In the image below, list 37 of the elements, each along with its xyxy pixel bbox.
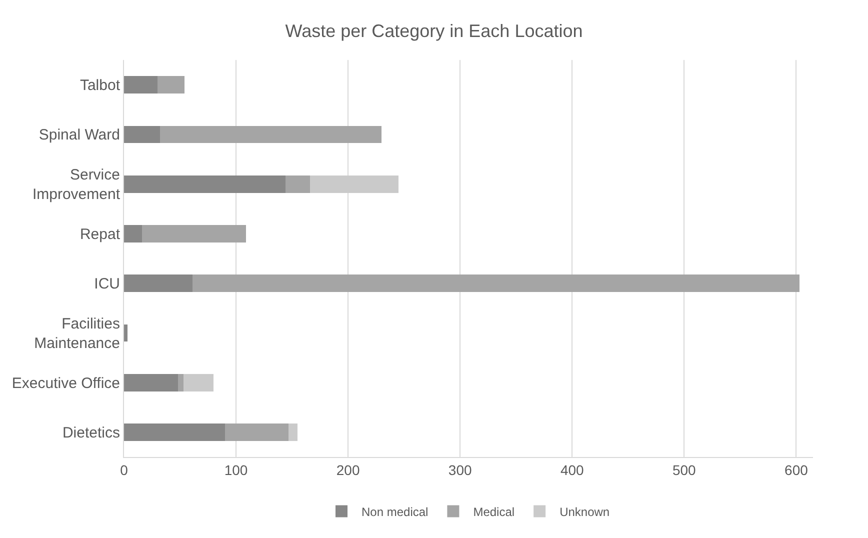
bar (310, 175, 398, 193)
y-tick-label: Spinal Ward (38, 126, 120, 144)
bar (142, 225, 246, 242)
y-tick-label: Dietetics (62, 424, 120, 442)
x-tick-label: 100 (224, 462, 248, 478)
bar (124, 175, 286, 193)
bar (192, 274, 800, 292)
bar (124, 274, 192, 292)
bar (124, 225, 142, 242)
legend-label: Non medical (362, 504, 428, 519)
bar (124, 374, 178, 392)
y-tick-label: Service Improvement (32, 166, 121, 204)
bar (178, 374, 184, 392)
bar (124, 324, 128, 342)
x-tick-label: 400 (560, 462, 584, 478)
x-tick-label: 300 (448, 462, 472, 478)
legend-label: Medical (473, 504, 515, 519)
bar (224, 424, 289, 441)
x-tick-label: 600 (784, 462, 808, 478)
x-tick-label: 200 (336, 462, 360, 478)
y-tick-label: Executive Office (12, 374, 120, 392)
bar (124, 76, 158, 94)
legend-label: Unknown (560, 504, 610, 519)
bar (160, 126, 382, 144)
y-tick-label: Facilities Maintenance (34, 315, 120, 352)
bar (288, 424, 298, 441)
bar (285, 175, 310, 193)
bar (183, 374, 214, 392)
y-tick-label: ICU (94, 276, 120, 293)
x-tick-label: 500 (672, 462, 696, 478)
y-tick-label: Repat (80, 226, 121, 243)
bar (158, 76, 184, 94)
bar (124, 424, 225, 441)
x-tick-label: 0 (120, 462, 128, 478)
chart-title: Waste per Category in Each Location (285, 20, 583, 41)
bar (124, 126, 160, 144)
y-tick-label: Talbot (80, 77, 121, 94)
